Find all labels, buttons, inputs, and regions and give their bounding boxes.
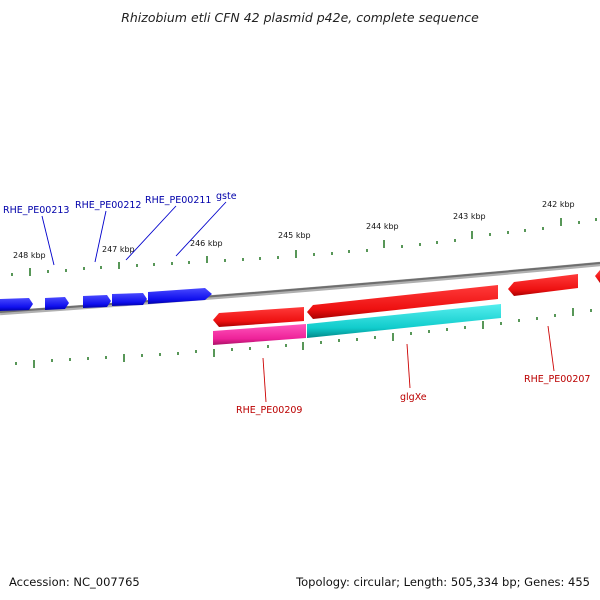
gene-label-gste: gste <box>216 191 237 202</box>
inner-cds-track <box>213 304 501 345</box>
forward-cds-track <box>0 288 212 311</box>
topology-summary: Topology: circular; Length: 505,334 bp; … <box>296 575 590 589</box>
cds-red-3 <box>508 274 578 296</box>
inner-ticks <box>15 308 592 368</box>
gene-label-rhe-pe00209: RHE_PE00209 <box>236 405 302 416</box>
cds-cyan <box>307 304 501 338</box>
tick-label-244: 244 kbp <box>366 222 399 231</box>
cds-red-2 <box>307 285 498 319</box>
tick-label-243: 243 kbp <box>453 212 486 221</box>
cds-blue-1 <box>0 298 33 311</box>
gene-label-glgxe: glgXe <box>400 392 427 403</box>
cds-blue-5 <box>148 288 212 304</box>
forward-gene-labels: RHE_PE00213 RHE_PE00212 RHE_PE00211 gste <box>3 191 237 266</box>
cds-magenta <box>213 324 306 345</box>
cds-red-1 <box>213 307 304 327</box>
gene-label-rhe-pe00207: RHE_PE00207 <box>524 374 590 385</box>
tick-label-242: 242 kbp <box>542 200 575 209</box>
gene-label-rhe-pe00211: RHE_PE00211 <box>145 195 211 206</box>
cds-blue-2 <box>45 297 69 310</box>
reverse-gene-labels: RHE_PE00209 glgXe RHE_PE00207 <box>236 325 590 416</box>
tick-label-246: 246 kbp <box>190 239 223 248</box>
cds-blue-3 <box>83 295 111 308</box>
accession-text: Accession: NC_007765 <box>9 575 140 589</box>
cds-blue-4 <box>112 293 147 306</box>
tick-label-247: 247 kbp <box>102 245 135 254</box>
gene-label-rhe-pe00213: RHE_PE00213 <box>3 205 69 216</box>
outer-ticks <box>11 218 597 276</box>
reverse-cds-track <box>213 270 600 327</box>
gene-label-rhe-pe00212: RHE_PE00212 <box>75 200 141 211</box>
tick-label-245: 245 kbp <box>278 231 311 240</box>
map-title: Rhizobium etli CFN 42 plasmid p42e, comp… <box>121 10 479 25</box>
cds-red-4 <box>595 270 600 283</box>
tick-label-248: 248 kbp <box>13 251 46 260</box>
